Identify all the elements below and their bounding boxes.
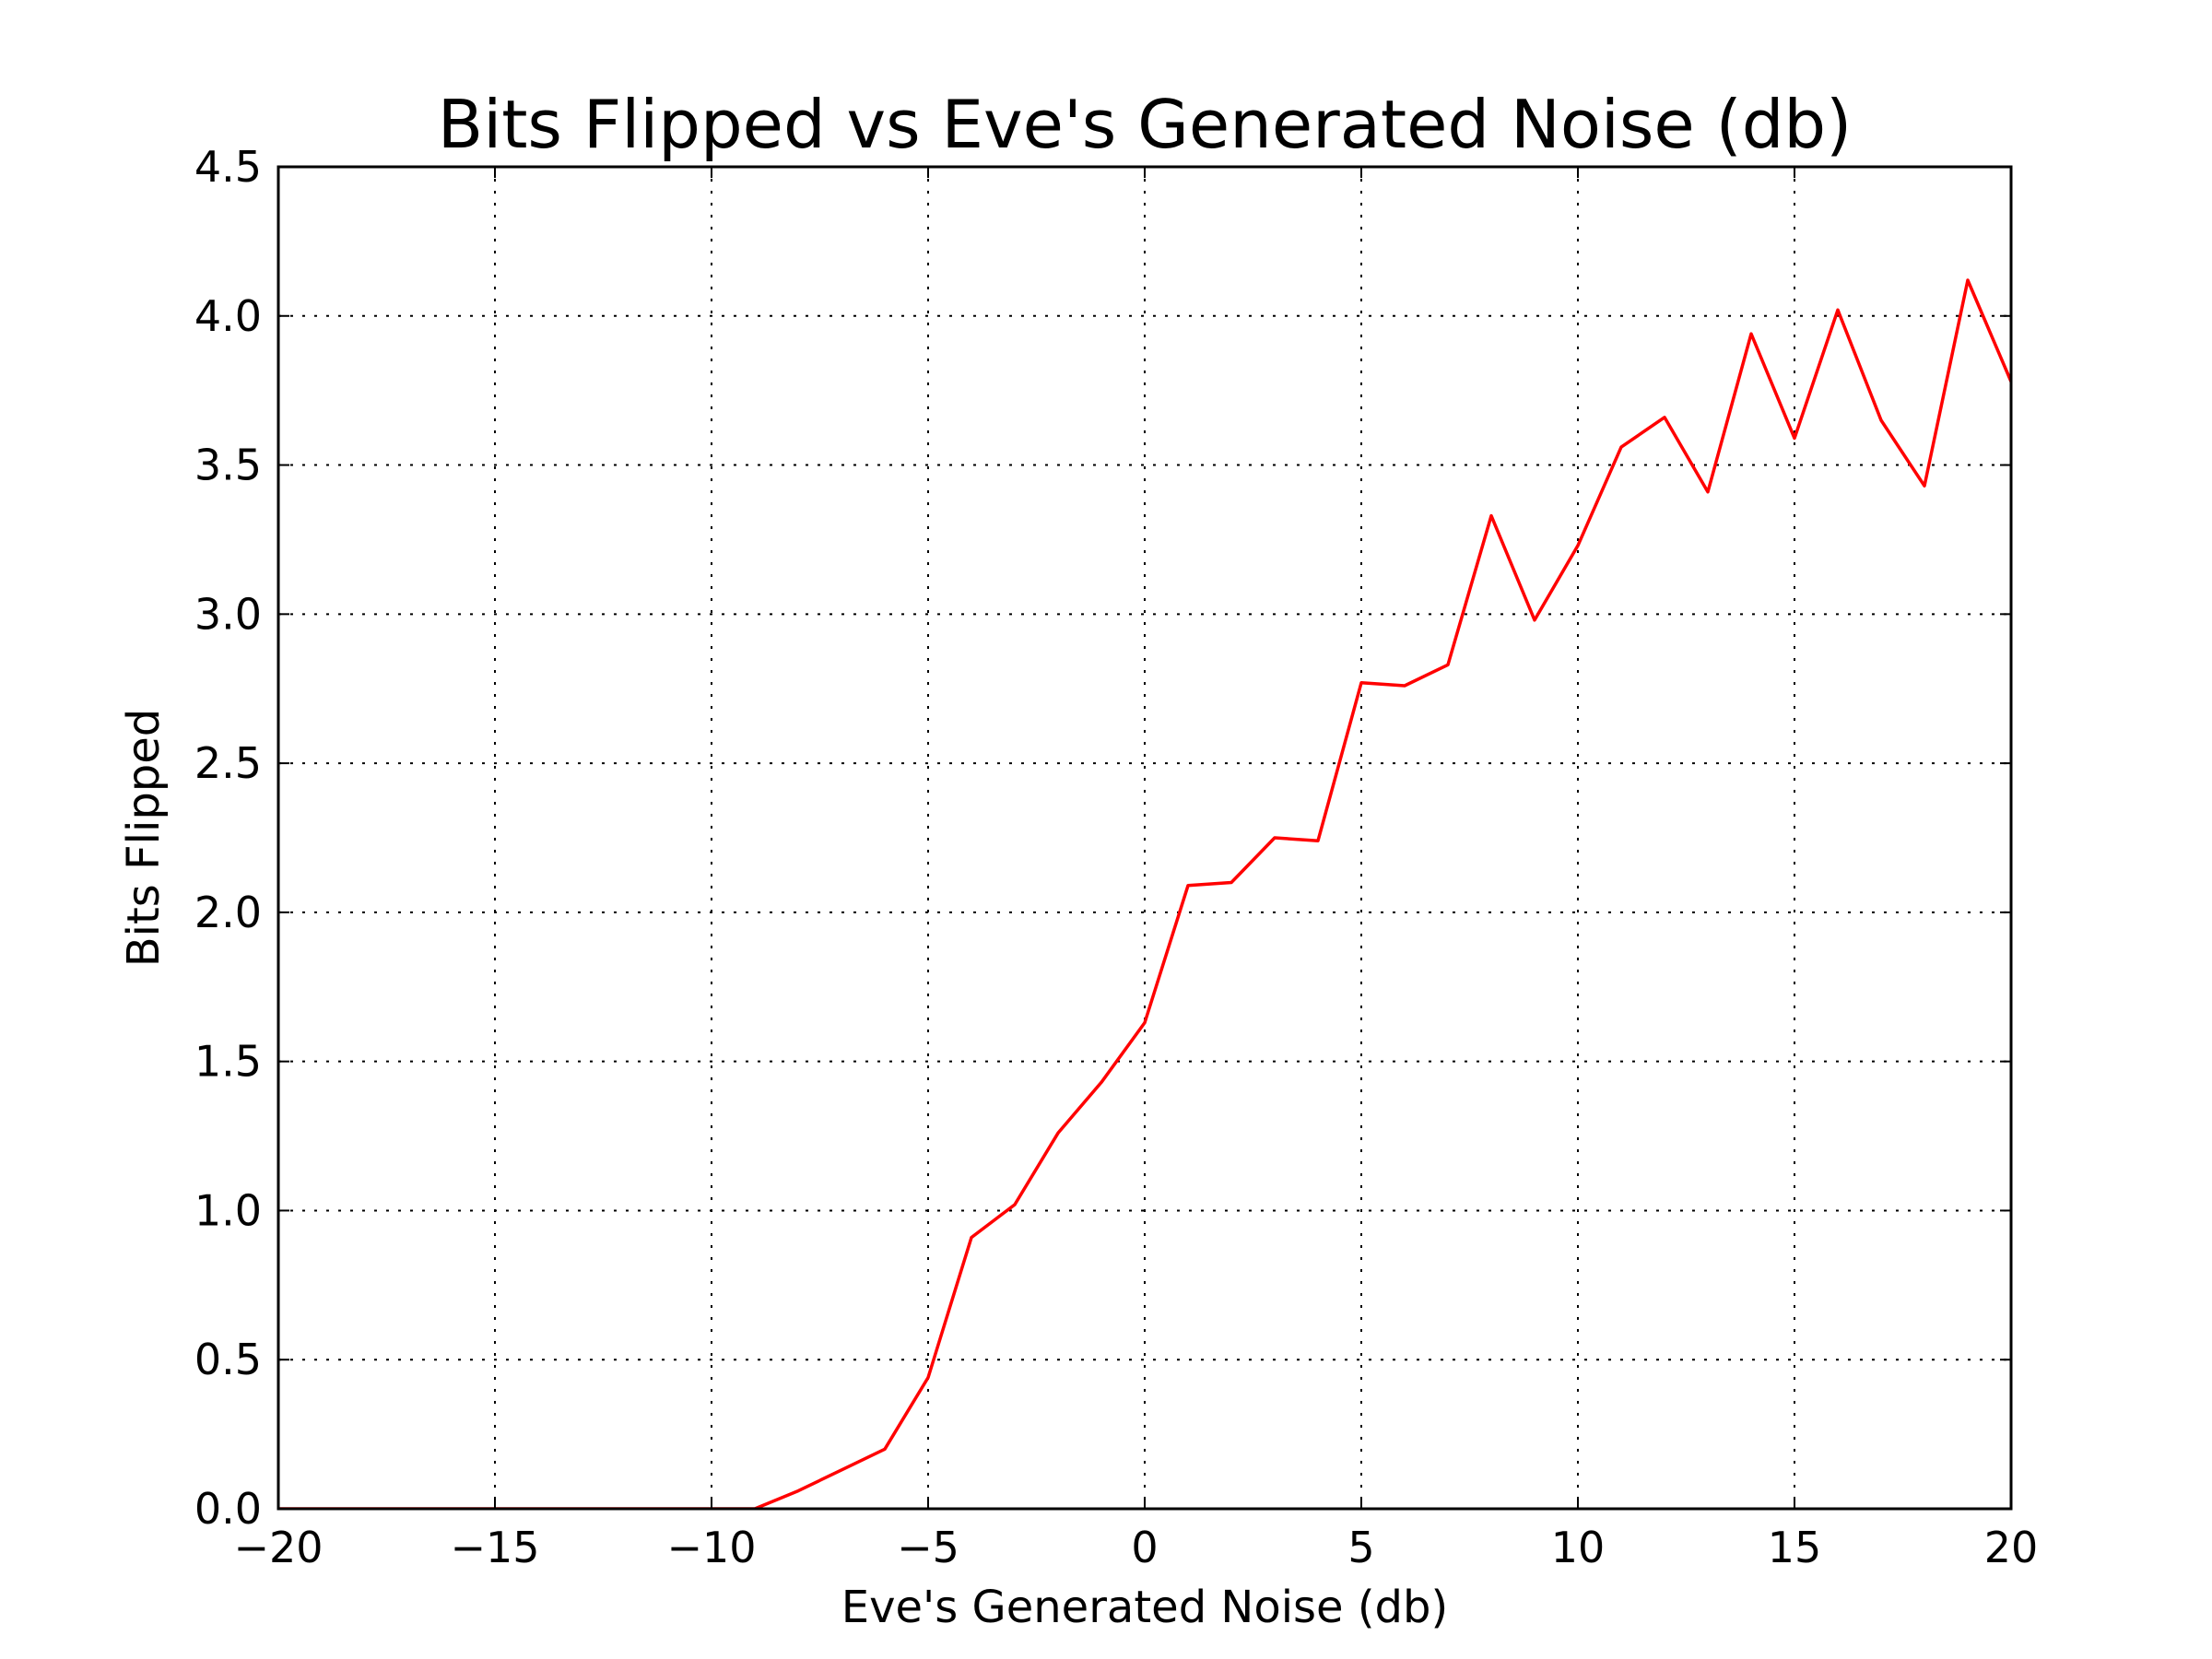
x-tick-label: 10	[1551, 1523, 1606, 1572]
x-tick-label: 0	[1131, 1523, 1158, 1572]
y-tick-label: 4.5	[194, 142, 262, 192]
axis-ticks: −20 −15 −10 −5 0 5 10 15 20 0.0 0.5 1.0 1.5 2.0 2.5 3.0…	[194, 142, 2038, 1572]
x-axis-label: Eve's Generated Noise (db)	[841, 1582, 1448, 1633]
x-tick-label: −15	[450, 1523, 539, 1572]
x-tick-label: 20	[1984, 1523, 2039, 1572]
x-tick-label: −20	[233, 1523, 323, 1572]
series-line	[278, 278, 2011, 1509]
y-axis-label: Bits Flipped	[118, 709, 170, 968]
y-tick-label: 2.0	[194, 888, 262, 937]
x-tick-label: −5	[897, 1523, 959, 1572]
plot-area	[278, 278, 2011, 1509]
y-tick-label: 3.5	[194, 441, 262, 490]
y-tick-label: 0.5	[194, 1335, 262, 1384]
y-tick-label: 1.0	[194, 1185, 262, 1235]
y-tick-label: 0.0	[194, 1484, 262, 1534]
chart-title: Bits Flipped vs Eve's Generated Noise (d…	[438, 86, 1852, 163]
x-tick-label: −10	[666, 1523, 756, 1572]
x-tick-label: 5	[1347, 1523, 1374, 1572]
y-tick-label: 3.0	[194, 589, 262, 639]
y-tick-label: 4.0	[194, 291, 262, 341]
x-tick-label: 15	[1768, 1523, 1822, 1572]
y-tick-label: 1.5	[194, 1037, 262, 1087]
y-tick-label: 2.5	[194, 738, 262, 788]
grid-lines	[278, 167, 2011, 1509]
